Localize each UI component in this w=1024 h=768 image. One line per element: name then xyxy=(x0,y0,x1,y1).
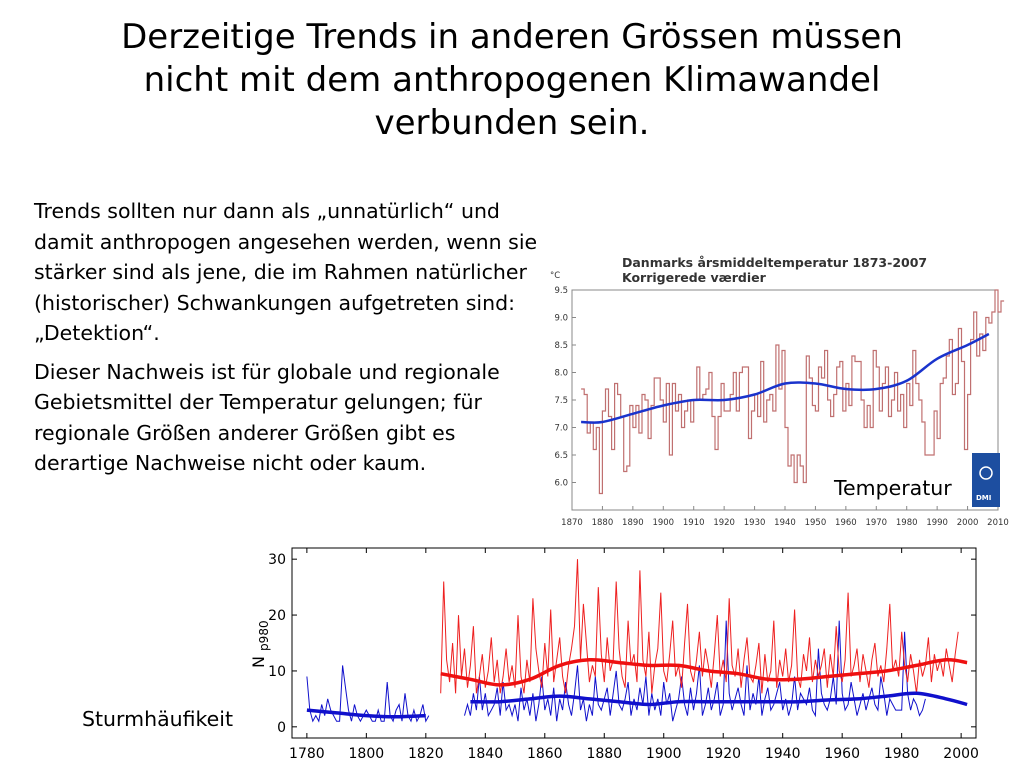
temp-y-unit: °C xyxy=(550,271,560,281)
dmi-logo: DMI xyxy=(972,453,1000,507)
storm-x-tick-label: 1820 xyxy=(408,746,444,762)
temperature-chart: Danmarks årsmiddeltemperatur 1873-2007 K… xyxy=(550,255,1009,528)
storm-y-axis-subscript: p980 xyxy=(257,620,271,651)
temp-x-tick-label: 2000 xyxy=(957,518,979,528)
temp-y-tick-label: 7.0 xyxy=(554,424,568,434)
temp-x-tick-label: 1960 xyxy=(835,518,857,528)
temp-x-tick-label: 1880 xyxy=(592,518,614,528)
storm-x-tick-label: 1900 xyxy=(646,746,682,762)
title-line-1: Derzeitige Trends in anderen Grössen müs… xyxy=(121,17,903,57)
temp-x-tick-label: 1950 xyxy=(805,518,827,528)
temp-x-tick-label: 1990 xyxy=(926,518,948,528)
temp-y-tick-label: 6.0 xyxy=(554,479,568,489)
temp-x-tick-label: 1940 xyxy=(774,518,796,528)
temp-x-tick-label: 1970 xyxy=(865,518,887,528)
temp-x-tick-label: 2010 xyxy=(987,518,1009,528)
storm-x-tick-label: 1800 xyxy=(349,746,385,762)
temp-chart-subtitle: Korrigerede værdier xyxy=(622,270,767,285)
temp-y-tick-label: 8.5 xyxy=(554,341,568,351)
storm-x-tick-label: 1840 xyxy=(467,746,503,762)
temp-x-tick-label: 1870 xyxy=(561,518,583,528)
storm-frequency-chart: 0 10 20 30 1780 1800 1820 1840 1860 1880 1900 1920 1… xyxy=(249,547,979,762)
storm-smoothed-trend-line xyxy=(470,691,968,707)
temp-x-tick-label: 1980 xyxy=(896,518,918,528)
temp-chart-title: Danmarks årsmiddeltemperatur 1873-2007 xyxy=(622,255,927,270)
temp-y-tick-label: 9.0 xyxy=(554,314,568,324)
storm-x-tick-label: 1920 xyxy=(705,746,741,762)
storm-y-tick-label: 30 xyxy=(268,552,286,568)
storm-plot-frame xyxy=(291,547,977,739)
storm-smoothed-trend-line xyxy=(440,657,968,687)
storm-x-tick-label: 1940 xyxy=(765,746,801,762)
temp-y-tick-label: 8.0 xyxy=(554,369,568,379)
title-line-3: verbunden sein. xyxy=(374,103,650,143)
storm-x-tick-label: 2000 xyxy=(943,746,979,762)
paragraph-evidence: Dieser Nachweis ist für globale und regi… xyxy=(34,359,500,476)
storm-y-tick-label: 20 xyxy=(268,608,286,624)
temperature-label: Temperatur xyxy=(832,476,954,500)
temp-y-tick-label: 9.5 xyxy=(554,286,568,296)
storm-y-axis-letter: N xyxy=(249,656,268,668)
storm-smoothed-trend-line xyxy=(306,708,426,719)
storm-y-tick-label: 0 xyxy=(277,720,286,736)
storm-y-axis-label: N p980 xyxy=(249,620,271,668)
temp-x-tick-label: 1890 xyxy=(622,518,644,528)
temp-x-tick-label: 1920 xyxy=(713,518,735,528)
temp-x-tick-label: 1930 xyxy=(744,518,766,528)
storm-x-tick-label: 1980 xyxy=(884,746,920,762)
storm-x-tick-label: 1880 xyxy=(586,746,622,762)
temp-x-tick-label: 1900 xyxy=(652,518,674,528)
temp-x-tick-label: 1910 xyxy=(683,518,705,528)
paragraph-detection: Trends sollten nur dann als „unnatürlich… xyxy=(34,199,538,345)
temp-y-tick-label: 7.5 xyxy=(554,396,568,406)
temp-smoothed-trend-line xyxy=(581,332,990,424)
storm-x-tick-label: 1860 xyxy=(527,746,563,762)
storm-annual-series-line xyxy=(440,559,959,694)
body-text: Trends sollten nur dann als „unnatürlich… xyxy=(34,196,544,487)
storm-y-tick-label: 10 xyxy=(268,664,286,680)
title-line-2: nicht mit dem anthropogenen Klimawandel xyxy=(143,60,881,100)
temp-y-tick-label: 6.5 xyxy=(554,451,568,461)
storm-x-tick-label: 1960 xyxy=(824,746,860,762)
svg-text:DMI: DMI xyxy=(976,494,991,502)
temp-annual-series-line xyxy=(581,289,1005,495)
storm-x-tick-label: 1780 xyxy=(289,746,325,762)
slide-title: Derzeitige Trends in anderen Grössen müs… xyxy=(60,16,964,145)
storm-frequency-label: Sturmhäufikeit xyxy=(80,707,236,731)
